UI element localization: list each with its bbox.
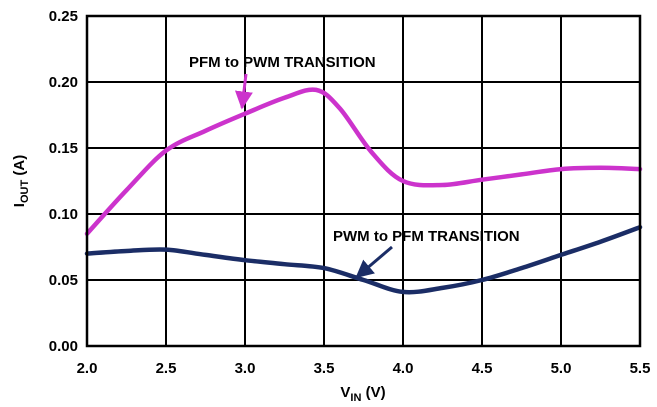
x-tick-label: 5.5 <box>630 360 651 377</box>
y-axis-title: IOUT (A) <box>11 155 31 207</box>
annotation-arrow-pfm-to-pwm <box>234 73 253 110</box>
x-tick-label: 4.5 <box>472 360 493 377</box>
series-group <box>84 87 643 295</box>
x-tick-label: 2.5 <box>156 360 177 377</box>
x-tick-label: 2.0 <box>77 360 98 377</box>
x-axis-title: VIN (V) <box>340 384 385 404</box>
x-tick-label: 3.5 <box>314 360 335 377</box>
y-tick-labels: 0.00 0.05 0.10 0.15 0.20 0.25 <box>49 8 78 355</box>
y-tick-label: 0.15 <box>49 140 78 157</box>
annotation-arrow-pwm-to-pfm <box>355 245 393 279</box>
y-tick-label: 0.05 <box>49 272 78 289</box>
y-tick-label: 0.10 <box>49 206 78 223</box>
series-line-pfm-to-pwm <box>84 87 643 237</box>
annotation-pfm-to-pwm: PFM to PWM TRANSITION <box>189 54 376 71</box>
plot-frame <box>85 14 642 348</box>
series-line-pwm-to-pfm <box>84 224 643 295</box>
annotations: PFM to PWM TRANSITION PWM to PFM TRANSIT… <box>189 54 520 279</box>
annotation-pwm-to-pfm: PWM to PFM TRANSITION <box>333 228 520 245</box>
y-tick-label: 0.00 <box>49 338 78 355</box>
x-tick-labels: 2.0 2.5 3.0 3.5 4.0 4.5 5.0 5.5 <box>77 360 651 377</box>
x-tick-label: 4.0 <box>393 360 414 377</box>
y-tick-label: 0.25 <box>49 8 78 25</box>
x-tick-label: 5.0 <box>551 360 572 377</box>
x-tick-label: 3.0 <box>235 360 256 377</box>
y-tick-label: 0.20 <box>49 74 78 91</box>
